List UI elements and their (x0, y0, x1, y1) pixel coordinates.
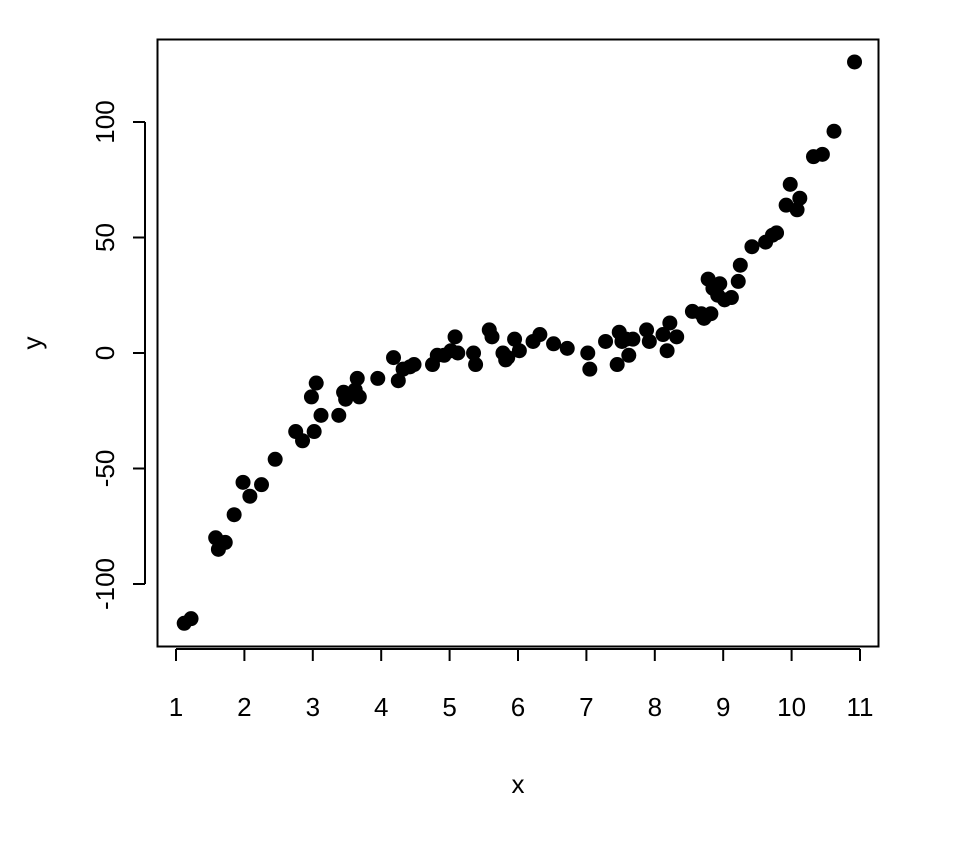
x-tick-label: 8 (648, 692, 662, 722)
data-point (703, 306, 719, 322)
data-point (254, 477, 269, 493)
data-point (226, 507, 242, 523)
data-point (349, 370, 365, 386)
y-axis-label: y (17, 337, 47, 350)
data-point (406, 357, 422, 373)
data-point (769, 225, 785, 241)
data-point (559, 340, 575, 356)
x-tick-label: 5 (442, 692, 456, 722)
x-tick-label: 10 (777, 692, 806, 722)
y-tick-label: 50 (90, 223, 120, 252)
x-tick-label: 3 (306, 692, 320, 722)
data-point (235, 474, 251, 490)
data-point (789, 202, 805, 218)
data-point (655, 327, 671, 343)
x-axis: 1 2 3 4 5 6 7 8 9 10 11 (169, 648, 874, 722)
data-point (183, 611, 199, 627)
x-tick-label: 2 (237, 692, 251, 722)
data-point (466, 345, 482, 361)
data-point (546, 336, 562, 352)
data-point (744, 239, 760, 255)
y-tick-label: -100 (90, 558, 120, 610)
data-point (242, 488, 258, 504)
data-point (669, 329, 685, 345)
data-point (308, 375, 324, 391)
data-point (712, 276, 728, 292)
data-point (662, 315, 678, 331)
data-point (598, 333, 614, 349)
y-tick-label: 0 (90, 346, 120, 360)
x-tick-label: 11 (847, 692, 874, 722)
data-point (338, 391, 354, 407)
x-tick-label: 1 (169, 692, 183, 722)
data-point (303, 389, 319, 405)
data-point (792, 190, 808, 206)
data-point (625, 331, 641, 347)
data-point (507, 331, 523, 347)
x-tick-label: 6 (511, 692, 525, 722)
data-point (267, 451, 283, 467)
x-axis-label: x (512, 769, 525, 799)
data-point (386, 350, 402, 366)
data-point (659, 343, 675, 359)
data-point (730, 273, 746, 289)
data-point (582, 361, 598, 377)
data-point (370, 370, 386, 386)
data-point (621, 347, 637, 363)
y-tick-label: 100 (90, 100, 120, 143)
data-point (468, 357, 484, 373)
data-point (500, 350, 516, 366)
data-point (580, 345, 596, 361)
data-point (351, 389, 367, 405)
data-point (732, 257, 748, 273)
data-point (639, 322, 655, 338)
data-points (176, 54, 863, 631)
y-axis: -100 -50 0 50 100 (90, 100, 146, 610)
data-point (723, 290, 739, 306)
data-point (511, 343, 527, 359)
data-point (447, 329, 463, 345)
data-point (217, 534, 233, 550)
data-point (306, 424, 322, 440)
data-point (484, 329, 500, 345)
data-point (295, 433, 311, 449)
data-point (390, 373, 406, 389)
x-tick-label: 9 (716, 692, 730, 722)
x-tick-label: 7 (579, 692, 593, 722)
data-point (814, 146, 830, 162)
data-point (782, 176, 798, 192)
data-point (532, 327, 548, 343)
data-point (313, 407, 329, 423)
data-point (450, 345, 466, 361)
x-tick-label: 4 (374, 692, 388, 722)
data-point (331, 407, 347, 423)
plot-frame (156, 38, 880, 648)
data-point (826, 123, 842, 139)
y-tick-label: -50 (90, 450, 120, 488)
data-point (609, 357, 625, 373)
data-point (847, 54, 863, 70)
data-point (641, 333, 657, 349)
